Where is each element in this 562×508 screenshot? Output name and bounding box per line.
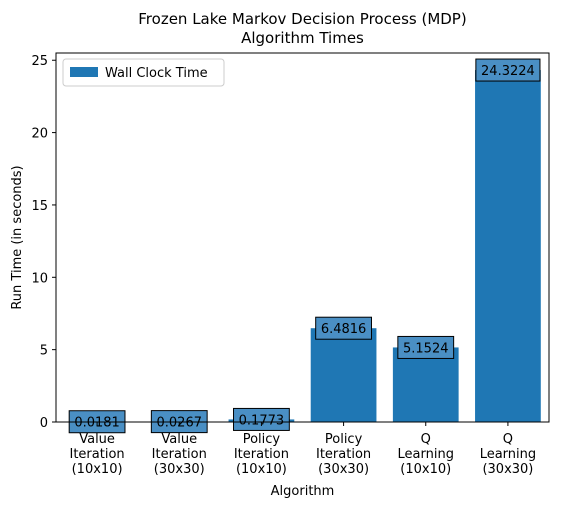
data-label: 5.1524 <box>403 341 449 356</box>
chart-title: Frozen Lake Markov Decision Process (MDP… <box>138 10 466 47</box>
y-tick-label: 15 <box>31 199 48 214</box>
y-axis: 0 5 10 15 20 25 Run Time (in seconds) <box>10 54 56 431</box>
data-label-box <box>397 335 455 359</box>
x-tick-label: (10x10) <box>72 462 123 477</box>
x-tick-label: Learning <box>398 447 454 462</box>
x-tick-label: Q <box>503 432 513 447</box>
x-tick-label: Value <box>161 432 197 447</box>
x-tick-label: Iteration <box>152 447 207 462</box>
x-tick-label: Iteration <box>234 447 289 462</box>
chart-title-line: Frozen Lake Markov Decision Process (MDP… <box>138 10 466 28</box>
bar <box>392 347 459 422</box>
legend: Wall Clock Time <box>62 58 225 87</box>
bar <box>310 328 377 422</box>
x-tick-label: (10x10) <box>400 462 451 477</box>
plot-frame <box>55 52 550 423</box>
data-label-box <box>315 316 372 340</box>
x-axis-label: Algorithm <box>271 484 335 499</box>
data-label: 0.1773 <box>239 413 285 428</box>
bar <box>475 70 541 423</box>
x-axis: ValueIteration(10x10)ValueIteration(30x3… <box>70 422 536 499</box>
y-tick-label: 25 <box>31 54 48 69</box>
y-axis-label: Run Time (in seconds) <box>10 165 25 309</box>
data-label: 24.3224 <box>481 64 535 79</box>
data-label-box <box>233 407 290 431</box>
y-tick-label: 20 <box>31 127 48 142</box>
x-tick-label: Policy <box>325 432 363 447</box>
y-tick-label: 5 <box>40 344 48 359</box>
legend-label: Wall Clock Time <box>105 66 208 81</box>
data-label: 6.4816 <box>321 322 367 337</box>
y-tick-label: 10 <box>31 271 48 286</box>
x-tick-label: Value <box>79 432 115 447</box>
x-tick-label: (30x30) <box>154 462 205 477</box>
x-tick-label: (30x30) <box>482 462 533 477</box>
x-tick-label: Q <box>421 432 431 447</box>
legend-box <box>62 58 225 87</box>
x-tick-label: Iteration <box>70 447 125 462</box>
data-label-box <box>475 58 541 82</box>
x-tick-label: Learning <box>480 447 536 462</box>
x-tick-label: (30x30) <box>318 462 369 477</box>
x-tick-label: (10x10) <box>236 462 287 477</box>
y-tick-label: 0 <box>40 416 48 431</box>
x-tick-label: Policy <box>243 432 281 447</box>
chart-title-line: Algorithm Times <box>241 29 364 47</box>
x-tick-label: Iteration <box>316 447 371 462</box>
legend-swatch <box>70 67 98 77</box>
